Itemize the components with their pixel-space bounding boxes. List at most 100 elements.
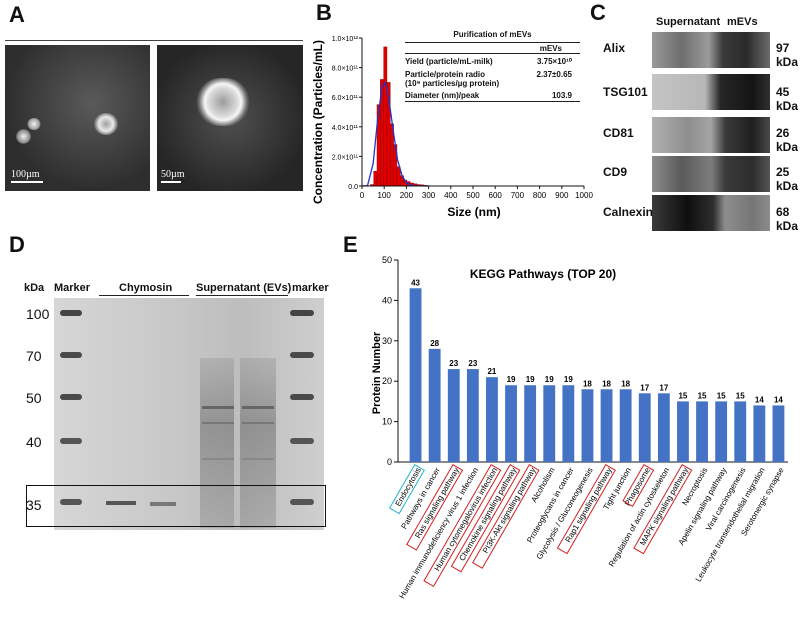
bar-value-label: 19: [526, 375, 535, 384]
bar-value-label: 18: [602, 379, 611, 388]
bar-value-label: 14: [755, 395, 764, 404]
x-tick-label: 600: [489, 191, 503, 200]
kegg-bar: [619, 389, 632, 462]
y-tick-label: 6.0×10¹¹: [332, 95, 359, 102]
kegg-bar: [524, 385, 537, 462]
micrograph-left: 100µm: [5, 45, 150, 191]
bar-value-label: 18: [621, 379, 630, 388]
kegg-pathways-chart: KEGG Pathways (TOP 20) Protein Number 0 1…: [371, 255, 788, 600]
bar-value-label: 23: [468, 359, 477, 368]
ev-band: [202, 458, 234, 460]
blot-label-alix: Alix: [603, 41, 626, 55]
gel-header-marker: Marker: [54, 282, 91, 294]
marker-band: [60, 499, 82, 505]
vesicle: [94, 113, 118, 135]
bar-value-label: 18: [583, 379, 592, 388]
bar-value-label: 28: [430, 339, 439, 348]
blot-header-supernatant: Supernatant: [656, 16, 721, 28]
x-tick-label: 400: [444, 191, 458, 200]
kegg-bar: [543, 385, 556, 462]
chymosin-rule: [99, 295, 189, 296]
kegg-bar: [466, 369, 479, 462]
kegg-bar: [447, 369, 460, 462]
y-tick-label: 0.0: [348, 184, 358, 191]
bar-value-label: 43: [411, 278, 420, 287]
x-tick-label: 900: [555, 191, 569, 200]
row-label: Diameter (nm)/peak: [405, 91, 480, 100]
gel-kda-50: 50: [26, 390, 42, 406]
blot-tsg101: [652, 74, 770, 110]
blot-kda-tsg101: 45 kDa: [776, 85, 799, 113]
row-value: 2.37±0.65: [536, 70, 572, 79]
purification-table: Purification of mEVs mEVs Yield (particl…: [405, 30, 580, 102]
x-tick-label: 700: [511, 191, 525, 200]
y-axis-label: Concentration (Particles/mL): [312, 40, 325, 204]
blot-header-mevs: mEVs: [727, 16, 758, 28]
bar-value-label: 19: [545, 375, 554, 384]
kegg-bar: [696, 401, 708, 462]
marker-band: [290, 394, 314, 400]
table-rule: [405, 53, 580, 54]
kegg-bar: [734, 401, 747, 462]
gel-header-marker-right: marker: [292, 282, 329, 294]
blot-label-cd9: CD9: [603, 165, 628, 179]
blot-kda-cd81: 26 kDa: [776, 126, 799, 154]
y-tick-label: 1.0×10¹²: [332, 36, 359, 43]
scale-label: 100µm: [11, 169, 40, 180]
x-tick-label: 1000: [575, 191, 593, 200]
x-tick-label: 800: [533, 191, 547, 200]
y-tick-label: 50: [382, 255, 392, 265]
blot-kda-calnexin: 68 kDa: [776, 205, 799, 233]
kegg-bar: [581, 389, 594, 462]
size-distribution-chart: 0 100 200 300 400 500 600 700 800 900 1000 0.0 2.0×1…: [312, 36, 593, 219]
blot-cd9: [652, 156, 770, 192]
category-highlight-box: [556, 463, 616, 555]
bar-value-label: 23: [449, 359, 458, 368]
blot-label-tsg101: TSG101: [603, 85, 648, 99]
blot-kda-cd9: 25 kDa: [776, 165, 799, 193]
x-tick-label: 100: [378, 191, 392, 200]
marker-band: [60, 352, 82, 358]
marker-band: [290, 499, 314, 505]
blot-label-calnexin: Calnexin: [603, 205, 654, 219]
marker-band: [290, 352, 314, 358]
y-tick-label: 40: [382, 295, 392, 305]
category-highlight-box: [472, 463, 540, 569]
blot-label-cd81: CD81: [603, 126, 634, 140]
ev-band: [242, 406, 274, 409]
blot-kda-alix: 97 kDa: [776, 41, 799, 69]
blot-alix: [652, 32, 770, 68]
kegg-bar: [772, 405, 785, 462]
marker-band: [290, 438, 314, 444]
vesicle: [197, 78, 249, 126]
marker-band: [290, 310, 314, 316]
vesicle: [16, 129, 31, 144]
category-highlight-box: [388, 463, 425, 515]
bar-value-label: 15: [678, 391, 687, 400]
highlight-box-35kda: [26, 485, 326, 527]
kegg-bar: [562, 385, 575, 462]
blot-cd81: [652, 117, 770, 153]
gel-header-supernatant: Supernatant (EVs): [196, 282, 292, 294]
x-tick-label: 300: [422, 191, 436, 200]
y-tick-label: 2.0×10¹¹: [332, 154, 359, 161]
kegg-bar: [486, 377, 498, 462]
gel-header-kda: kDa: [24, 282, 45, 294]
marker-band: [60, 310, 82, 316]
bar-value-label: 15: [736, 391, 745, 400]
kegg-bar: [428, 348, 441, 462]
kegg-bar: [677, 401, 689, 462]
bar-value-label: 17: [659, 383, 668, 392]
blot-calnexin: [652, 195, 770, 231]
row-label: Particle/protein radio: [405, 70, 486, 79]
row-label-2: (10⁹ particles/µg protein): [405, 79, 500, 88]
category-highlight-box: [423, 463, 502, 588]
bar-value-label: 19: [564, 375, 573, 384]
marker-band: [60, 438, 82, 444]
y-tick-label: 8.0×10¹¹: [332, 66, 359, 73]
chart-title: KEGG Pathways (TOP 20): [470, 267, 616, 281]
ev-lane: [200, 358, 234, 528]
micrograph-right: 50µm: [157, 45, 303, 191]
chymosin-band: [150, 502, 176, 506]
table-row: Yield (particle/mL-milk) 3.75×10¹⁰: [405, 54, 580, 66]
